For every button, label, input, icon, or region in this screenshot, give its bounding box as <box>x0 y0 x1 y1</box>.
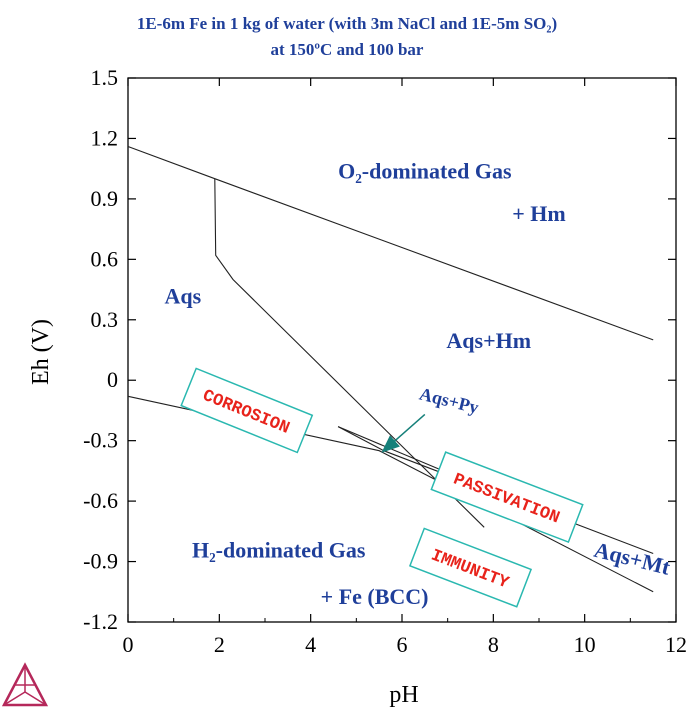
boxed-label-frame <box>408 527 533 608</box>
y-axis-label: Eh (V) <box>28 319 54 385</box>
boxed-label-frame <box>180 367 314 454</box>
x-tick-label: 12 <box>665 632 687 657</box>
region-label: H₂-dominated Gas <box>192 538 366 563</box>
region-label: Aqs+Hm <box>446 328 531 353</box>
boxed-label: CORROSION <box>180 367 314 454</box>
region-label: Aqs <box>164 284 201 309</box>
x-axis-ticks: 0 2 4 6 8 10 12 <box>123 78 687 657</box>
y-tick-label: -0.3 <box>83 428 118 453</box>
x-tick-label: 10 <box>574 632 596 657</box>
y-tick-label: 0.9 <box>91 186 119 211</box>
boundary-line <box>214 178 485 528</box>
boxed-label: IMMUNITY <box>408 527 533 608</box>
aqs-py-arrow <box>381 413 426 453</box>
y-tick-label: 1.5 <box>91 65 119 90</box>
y-axis-ticks: -1.2 -0.9 -0.6 -0.3 0 0.3 0.6 0.9 1.2 1.5 <box>83 65 676 634</box>
y-tick-label: -1.2 <box>83 609 118 634</box>
x-axis-label: pH <box>389 682 418 708</box>
y-tick-label: -0.9 <box>83 549 118 574</box>
region-label: Aqs+Py <box>417 384 480 418</box>
region-label: + Fe (BCC) <box>321 584 429 609</box>
boxed-label-frame <box>430 451 584 544</box>
y-tick-label: 0.3 <box>91 307 119 332</box>
region-label: + Hm <box>512 201 565 226</box>
y-tick-label: 0.6 <box>91 246 119 271</box>
boxed-label: PASSIVATION <box>430 451 584 544</box>
aqs-py-pointer <box>381 413 426 453</box>
x-tick-label: 8 <box>488 632 499 657</box>
x-tick-label: 0 <box>123 632 134 657</box>
chart-title-line2: at 150ºC and 100 bar <box>270 40 424 59</box>
region-label: O₂-dominated Gas <box>338 159 512 184</box>
y-tick-label: 1.2 <box>91 125 119 150</box>
region-label: Aqs+Mt <box>592 537 674 580</box>
x-tick-label: 2 <box>214 632 225 657</box>
x-tick-label: 6 <box>397 632 408 657</box>
thermocalc-logo-icon <box>1 662 49 707</box>
y-tick-label: -0.6 <box>83 488 118 513</box>
chart-title-line1: 1E-6m Fe in 1 kg of water (with 3m NaCl … <box>136 14 558 33</box>
y-tick-label: 0 <box>107 367 118 392</box>
x-tick-label: 4 <box>305 632 316 657</box>
